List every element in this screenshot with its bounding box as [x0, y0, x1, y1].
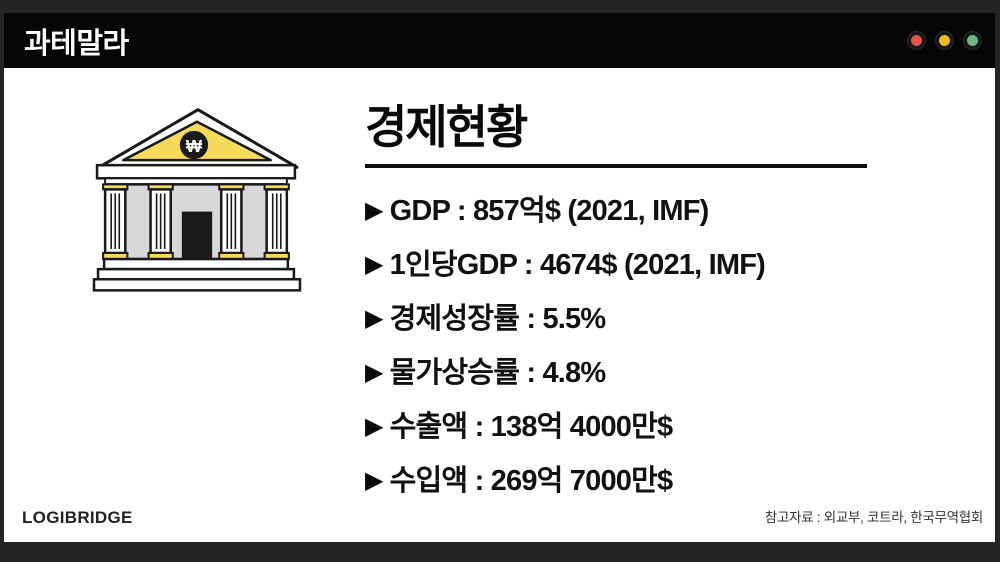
- triangle-bullet-icon: ▶: [365, 466, 383, 494]
- triangle-bullet-icon: ▶: [365, 196, 383, 224]
- triangle-bullet-icon: ▶: [365, 358, 383, 386]
- page-title: 과테말라: [24, 27, 129, 60]
- triangle-bullet-icon: ▶: [365, 412, 383, 440]
- stat-gdp-per-capita: ▶ 1인당GDP : 4674$ (2021, IMF): [365, 248, 925, 282]
- triangle-bullet-icon: ▶: [365, 304, 383, 332]
- slide-window: 과테말라: [4, 13, 995, 542]
- stat-gdp: ▶ GDP : 857억$ (2021, IMF): [365, 194, 925, 228]
- section-heading: 경제현황: [365, 101, 528, 153]
- stat-text: 1인당GDP : 4674$ (2021, IMF): [389, 248, 766, 281]
- won-medallion: [179, 130, 209, 160]
- bank-building-icon: ₩: [92, 108, 302, 292]
- stat-text: 경제성장률 : 5.5%: [389, 302, 606, 335]
- triangle-bullet-icon: ▶: [365, 250, 383, 278]
- bank-door: [181, 211, 213, 260]
- stat-growth-rate: ▶ 경제성장률 : 5.5%: [365, 302, 925, 336]
- bank-columns: [102, 183, 290, 261]
- won-symbol: ₩: [186, 136, 203, 156]
- stat-exports: ▶ 수출액 : 138억 4000만$: [365, 410, 925, 444]
- stat-imports: ▶ 수입액 : 269억 7000만$: [365, 464, 925, 498]
- stat-text: 수입액 : 269억 7000만$: [389, 464, 673, 497]
- title-bar: 과테말라: [4, 13, 995, 68]
- slide-content: ₩ 경제현황 ▶ GDP : 857억$ (2021, IMF) ▶ 1인당GD…: [4, 68, 995, 542]
- source-references: 참고자료 : 외교부, 코트라, 한국무역협회: [764, 510, 983, 525]
- green-dot-icon: [964, 32, 981, 49]
- economy-stat-list: ▶ GDP : 857억$ (2021, IMF) ▶ 1인당GDP : 467…: [365, 194, 925, 498]
- heading-underline: [365, 163, 867, 168]
- traffic-light-dots: [908, 32, 981, 49]
- stat-inflation-rate: ▶ 물가상승률 : 4.8%: [365, 356, 925, 390]
- stat-text: 수출액 : 138억 4000만$: [389, 410, 673, 443]
- economy-panel: 경제현황 ▶ GDP : 857억$ (2021, IMF) ▶ 1인당GDP …: [365, 101, 925, 518]
- yellow-dot-icon: [936, 32, 953, 49]
- brand-logo-text: LOGIBRIDGE: [22, 508, 133, 527]
- stat-text: GDP : 857억$ (2021, IMF): [389, 194, 710, 227]
- stat-text: 물가상승률 : 4.8%: [389, 356, 606, 389]
- red-dot-icon: [908, 32, 925, 49]
